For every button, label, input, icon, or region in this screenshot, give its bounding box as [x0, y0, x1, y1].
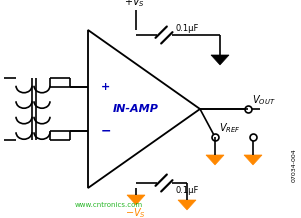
Text: $V_{REF}$: $V_{REF}$ [219, 121, 241, 135]
Text: −: − [101, 124, 111, 138]
Text: $-V_S$: $-V_S$ [125, 206, 145, 218]
Polygon shape [178, 200, 196, 210]
Text: 07034-004: 07034-004 [292, 148, 297, 182]
Text: +: + [101, 82, 111, 92]
Text: $V_{OUT}$: $V_{OUT}$ [252, 93, 276, 107]
Text: $+V_S$: $+V_S$ [123, 0, 144, 9]
Polygon shape [206, 155, 224, 165]
Polygon shape [244, 155, 262, 165]
Text: 0.1μF: 0.1μF [176, 186, 199, 195]
Text: 0.1μF: 0.1μF [176, 24, 199, 33]
Polygon shape [127, 195, 145, 205]
Text: www.cntronics.com: www.cntronics.com [75, 202, 143, 208]
Polygon shape [211, 55, 229, 65]
Text: IN-AMP: IN-AMP [113, 104, 159, 114]
